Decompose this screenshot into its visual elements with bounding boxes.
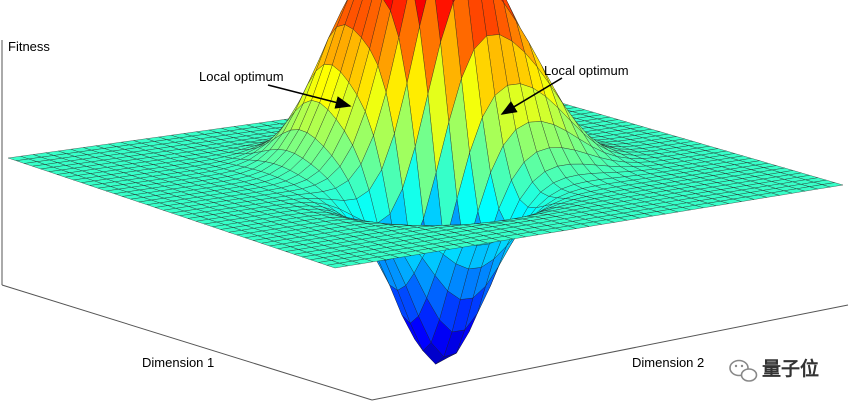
watermark-text: 量子位	[762, 357, 819, 380]
dimension2-axis-label: Dimension 2	[632, 355, 704, 370]
wechat-icon	[729, 359, 758, 382]
fitness-surface	[7, 0, 844, 365]
surface-patch	[326, 263, 348, 269]
annotation-arrow-left	[267, 84, 352, 109]
watermark: 量子位	[729, 357, 819, 382]
axis-frame	[1, 40, 849, 401]
annotation-label-left: Local optimum	[199, 69, 284, 84]
annotation-arrow-right	[500, 77, 563, 115]
dimension1-axis-label: Dimension 1	[142, 355, 214, 370]
fitness-axis-label: Fitness	[8, 39, 50, 54]
dimension1-axis	[1, 284, 373, 401]
annotation-label-right: Local optimum	[544, 63, 629, 78]
dimension2-axis	[371, 304, 849, 401]
